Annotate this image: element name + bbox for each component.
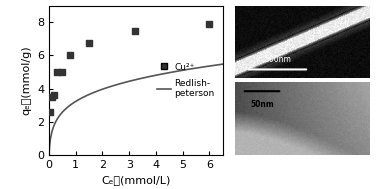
Legend: Cu²⁺, Redlish-
peterson: Cu²⁺, Redlish- peterson xyxy=(154,59,218,102)
Point xyxy=(67,54,74,57)
Point xyxy=(51,94,57,97)
Point xyxy=(48,110,54,113)
Point xyxy=(59,70,65,74)
X-axis label: Cₑ／(mmol/L): Cₑ／(mmol/L) xyxy=(101,175,171,185)
Point xyxy=(86,42,92,45)
Y-axis label: qₑ／(mmol/g): qₑ／(mmol/g) xyxy=(21,46,31,115)
Point xyxy=(49,95,55,98)
Text: 500nm: 500nm xyxy=(264,55,291,64)
Point xyxy=(207,22,213,26)
Point xyxy=(132,29,138,32)
Point xyxy=(54,70,60,74)
Text: 50nm: 50nm xyxy=(250,100,274,109)
